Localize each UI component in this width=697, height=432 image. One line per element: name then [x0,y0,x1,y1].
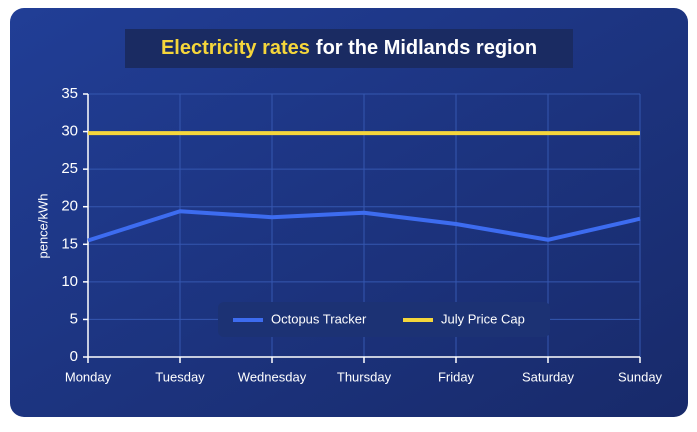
series-line [87,209,641,243]
y-tick-label: 25 [61,160,78,177]
y-tick-label: 20 [61,198,78,215]
legend-label: Octopus Tracker [271,311,367,326]
x-tick-label: Sunday [618,369,663,384]
x-tick-label: Tuesday [155,369,205,384]
y-tick-label: 30 [61,123,78,140]
x-tick-label: Friday [438,369,475,384]
y-tick-label: 35 [61,85,78,102]
title-rest: for the Midlands region [316,37,537,59]
title-box [125,29,573,68]
x-tick-label: Saturday [522,369,575,384]
legend-box [218,302,550,337]
x-tick-label: Wednesday [238,369,307,384]
x-tick-label: Monday [65,369,112,384]
y-tick-label: 15 [61,235,78,252]
y-tick-label: 5 [70,310,78,327]
x-tick-label: Thursday [337,369,392,384]
y-tick-label: 0 [70,348,78,365]
y-tick-label: 10 [61,273,78,290]
chart-title: Electricity rates for the Midlands region [161,37,537,59]
y-axis-label: pence/kWh [35,193,50,258]
legend-label: July Price Cap [441,311,525,326]
title-highlight: Electricity rates [161,37,310,59]
